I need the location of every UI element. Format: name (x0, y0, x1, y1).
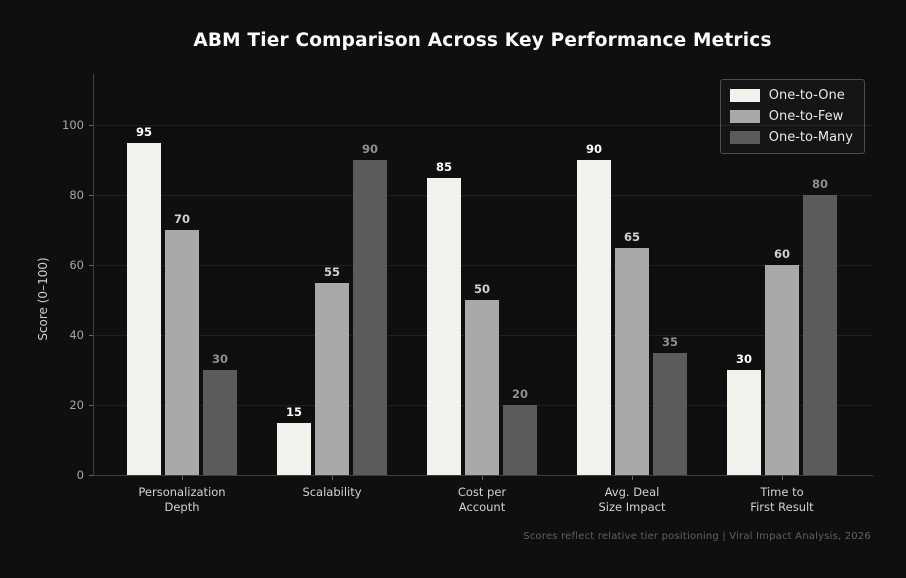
bar-one-to-many-2 (503, 405, 537, 475)
bar-one-to-one-0 (127, 142, 161, 475)
legend-swatch-icon (729, 110, 760, 123)
y-tick-60 (89, 265, 93, 266)
x-tick-3 (632, 476, 633, 480)
legend-swatch-icon (729, 131, 760, 144)
bar-value-one-to-one-3: 90 (585, 142, 602, 156)
legend-label: One-to-Few (768, 109, 844, 124)
bar-one-to-many-1 (353, 160, 387, 475)
x-tick-label-3: Avg. Deal Size Impact (598, 485, 666, 514)
y-tick-label-80: 80 (69, 188, 84, 202)
bar-one-to-one-3 (577, 160, 611, 475)
bar-one-to-many-0 (203, 370, 237, 475)
x-tick-1 (332, 476, 333, 480)
y-axis-line (93, 74, 94, 475)
bar-value-one-to-many-2: 20 (511, 387, 528, 401)
legend: One-to-One One-to-Few One-to-Many (719, 79, 865, 154)
bar-value-one-to-few-0: 70 (173, 212, 190, 226)
y-tick-0 (89, 475, 93, 476)
legend-item-0: One-to-One (729, 88, 853, 103)
y-tick-label-40: 40 (69, 328, 84, 342)
bar-value-one-to-many-0: 30 (211, 352, 228, 366)
x-tick-2 (482, 476, 483, 480)
bar-one-to-few-4 (765, 265, 799, 475)
y-axis-label: Score (0–100) (36, 257, 50, 341)
x-tick-4 (782, 476, 783, 480)
gridline-80 (93, 195, 872, 196)
y-tick-40 (89, 335, 93, 336)
y-tick-label-0: 0 (76, 468, 84, 482)
bar-value-one-to-many-3: 35 (661, 334, 678, 349)
bar-one-to-few-1 (315, 282, 349, 475)
x-tick-label-1: Scalability (302, 485, 362, 499)
x-tick-label-4: Time to First Result (750, 485, 814, 514)
y-tick-label-100: 100 (62, 118, 84, 132)
bar-value-one-to-few-1: 55 (323, 264, 340, 279)
bar-one-to-few-2 (465, 300, 499, 475)
y-tick-100 (89, 125, 93, 126)
x-tick-label-2: Cost per Account (457, 485, 507, 514)
bar-one-to-one-4 (727, 370, 761, 475)
gridline-100 (93, 125, 872, 126)
x-tick-label-0: Personalization Depth (138, 485, 226, 514)
y-tick-label-60: 60 (69, 258, 84, 272)
legend-label: One-to-Many (768, 130, 853, 145)
x-tick-0 (182, 476, 183, 480)
bar-one-to-many-3 (653, 352, 687, 475)
gridline-60 (93, 265, 872, 266)
bar-one-to-few-0 (165, 230, 199, 475)
bar-value-one-to-few-4: 60 (773, 247, 790, 261)
bar-value-one-to-few-3: 65 (623, 229, 640, 244)
legend-swatch-icon (729, 89, 760, 102)
y-tick-20 (89, 405, 93, 406)
source-note: Scores reflect relative tier positioning… (523, 531, 871, 542)
chart-title: ABM Tier Comparison Across Key Performan… (193, 30, 772, 51)
bar-value-one-to-few-2: 50 (473, 282, 490, 296)
bar-one-to-few-3 (615, 247, 649, 475)
bar-one-to-many-4 (803, 195, 837, 475)
x-axis-line (93, 475, 873, 476)
bar-value-one-to-one-4: 30 (735, 352, 752, 366)
bar-value-one-to-one-0: 95 (135, 124, 152, 139)
legend-label: One-to-One (768, 88, 845, 103)
bar-value-one-to-many-1: 90 (361, 142, 378, 156)
y-tick-label-20: 20 (69, 398, 84, 412)
y-tick-80 (89, 195, 93, 196)
legend-item-1: One-to-Few (729, 109, 853, 124)
bar-value-one-to-one-2: 85 (435, 159, 452, 174)
bar-value-one-to-many-4: 80 (811, 177, 828, 191)
bar-one-to-one-2 (427, 177, 461, 475)
bar-value-one-to-one-1: 15 (285, 404, 302, 419)
legend-item-2: One-to-Many (729, 130, 853, 145)
bar-one-to-one-1 (277, 422, 311, 475)
